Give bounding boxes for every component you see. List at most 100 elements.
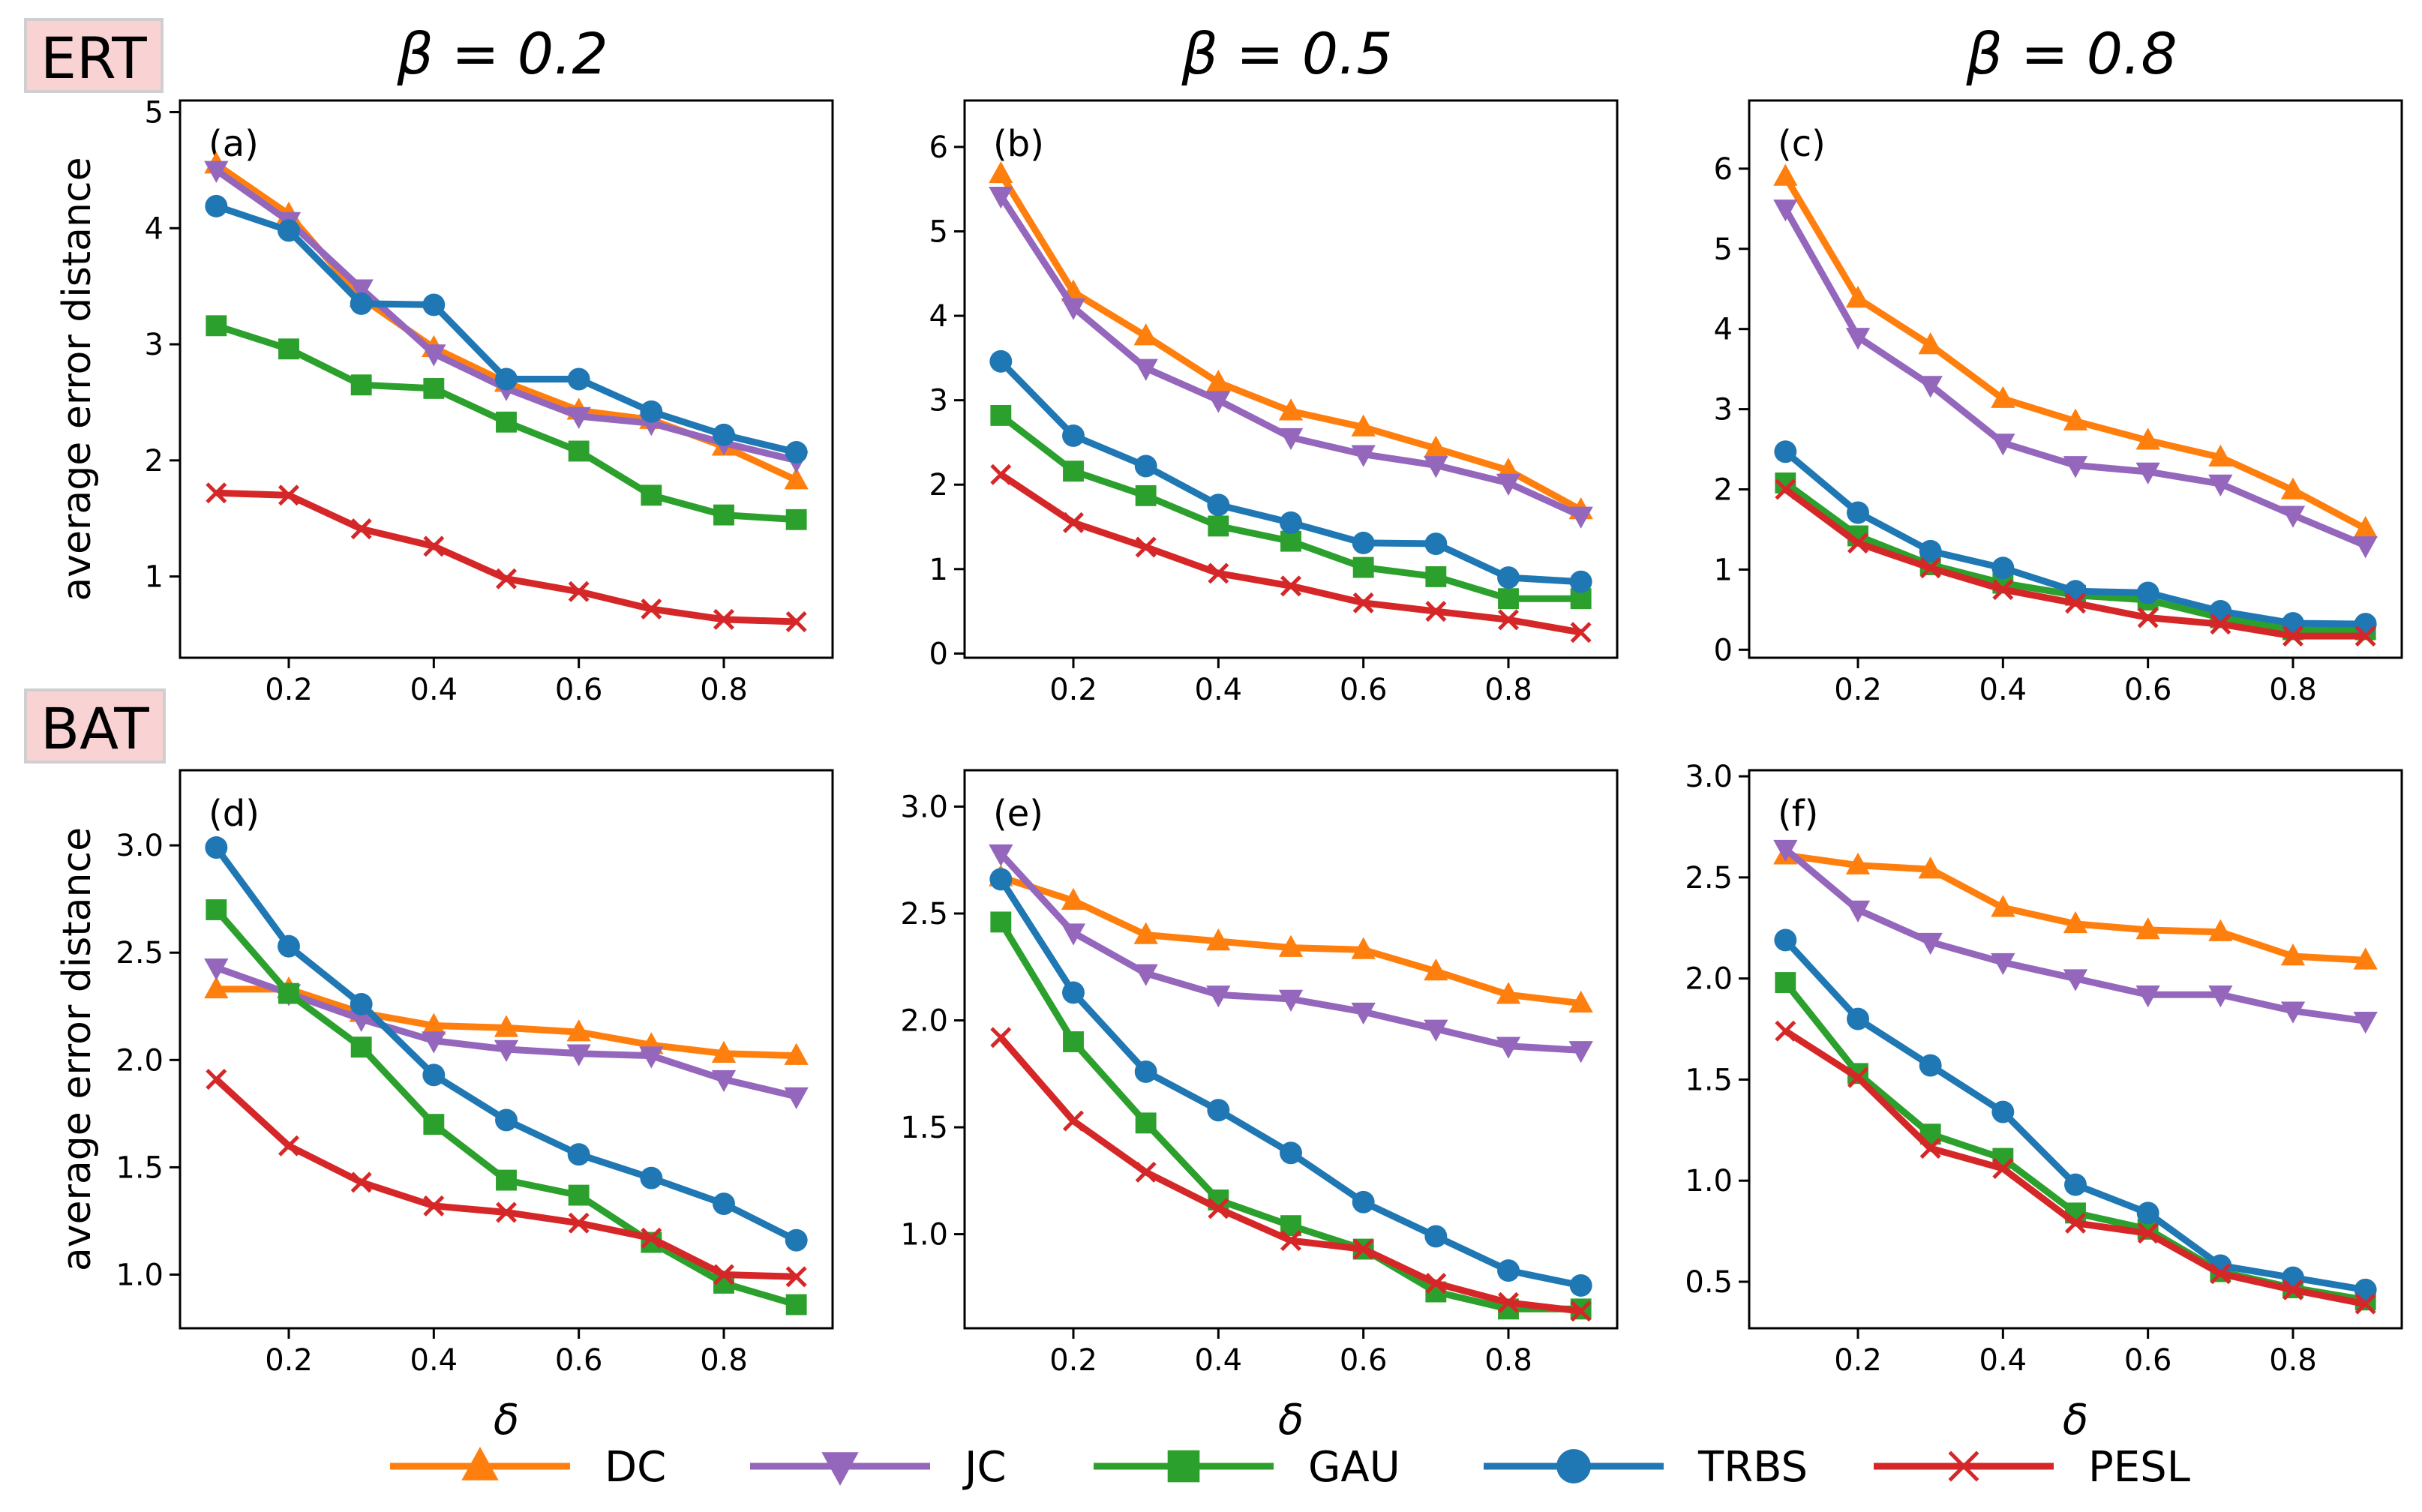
y-tick-label: 0 — [1714, 633, 1733, 668]
point-jc — [1424, 1019, 1448, 1042]
point-gau — [1208, 515, 1229, 537]
series-pesl — [990, 1027, 1592, 1322]
axes-frame — [179, 769, 834, 1330]
point-trbs — [1134, 454, 1157, 478]
point-trbs — [1424, 1225, 1448, 1248]
point-pesl — [2137, 607, 2159, 628]
point-jc — [2063, 456, 2088, 478]
point-trbs — [1280, 1142, 1302, 1165]
point-jc — [2353, 1012, 2378, 1034]
point-jc — [1568, 506, 1593, 529]
legend-entry-gau: GAU — [1094, 1443, 1400, 1492]
point-gau — [1775, 972, 1796, 993]
point-dc — [784, 1042, 809, 1065]
series-pesl — [1775, 478, 2376, 647]
point-trbs — [1991, 556, 2015, 580]
point-jc — [711, 1070, 737, 1093]
x-tick-label: 0.6 — [2124, 1343, 2172, 1378]
point-pesl — [2064, 1212, 2087, 1234]
series-pesl — [206, 482, 807, 633]
y-tick-label: 3 — [1714, 393, 1733, 428]
legend-label: JC — [962, 1443, 1007, 1492]
point-trbs — [1497, 1259, 1520, 1282]
y-tick-label: 1.5 — [1685, 1063, 1733, 1097]
point-jc — [1424, 456, 1448, 478]
point-dc — [1133, 323, 1158, 346]
point-pesl — [1992, 579, 2014, 601]
point-pesl — [1352, 1238, 1374, 1260]
y-tick-label: 1.5 — [900, 1111, 948, 1145]
point-jc — [1061, 923, 1086, 946]
x-tick-label: 0.4 — [1979, 1343, 2027, 1378]
point-jc — [1278, 428, 1304, 451]
point-dc — [566, 1019, 591, 1042]
y-tick-label: 6 — [1714, 152, 1733, 187]
point-jc — [494, 1040, 519, 1062]
point-pesl — [1352, 592, 1374, 614]
series-trbs — [989, 868, 1592, 1297]
axes-frame — [963, 769, 1619, 1330]
y-tick-label: 1.0 — [116, 1258, 164, 1292]
point-pesl — [1847, 532, 1869, 554]
point-dc — [422, 1012, 446, 1035]
y-tick-label: 6 — [929, 130, 948, 165]
series-dc — [1773, 164, 2378, 538]
point-gau — [1352, 556, 1374, 578]
point-gau — [568, 1184, 590, 1206]
point-gau — [206, 315, 227, 337]
point-dc — [2063, 408, 2088, 430]
point-jc — [1773, 200, 1798, 222]
line-dc — [1784, 851, 2366, 964]
point-jc — [2280, 1001, 2306, 1024]
panel-label: (e) — [993, 793, 1043, 835]
point-dc — [1351, 414, 1376, 436]
line-pesl — [998, 471, 1582, 636]
y-tick-label: 0 — [929, 637, 948, 671]
point-dc — [2353, 515, 2378, 538]
x-axis-label: δ — [1278, 1396, 1304, 1444]
point-trbs — [2209, 600, 2232, 622]
x-axis-label: δ — [494, 1396, 519, 1444]
point-pesl — [785, 611, 807, 633]
y-tick-label: 3.0 — [116, 829, 164, 863]
point-pesl — [2354, 1293, 2376, 1315]
point-trbs — [350, 992, 373, 1016]
point-trbs — [1207, 494, 1230, 517]
point-pesl — [423, 1195, 445, 1216]
point-dc — [1845, 852, 1871, 874]
y-tick-label: 2.0 — [900, 1004, 948, 1039]
point-dc — [1991, 386, 2015, 408]
point-pesl — [2354, 626, 2376, 647]
legend: DC JC GAU TRBS PESL — [390, 1443, 2190, 1492]
x-tick-label: 0.4 — [1979, 673, 2027, 707]
y-tick-label: 4 — [929, 299, 948, 334]
point-dc — [2135, 916, 2160, 940]
point-trbs — [1774, 928, 1797, 952]
point-jc — [2063, 969, 2088, 992]
point-dc — [711, 1040, 737, 1063]
point-trbs — [989, 350, 1013, 373]
x-tick-label: 0.8 — [700, 673, 748, 707]
point-jc — [1496, 1036, 1521, 1059]
legend-label: TRBS — [1697, 1443, 1808, 1492]
point-dc — [2208, 444, 2233, 466]
point-jc — [204, 958, 229, 981]
x-tick-label: 0.8 — [2269, 673, 2317, 707]
point-dc — [2063, 910, 2088, 934]
x-tick-label: 0.2 — [1049, 673, 1097, 707]
series-trbs — [989, 350, 1592, 593]
panel-f: 0.2 0.4 0.6 0.8 0.5 1.0 1.5 2.0 2.5 3.0 (f) — [1685, 760, 2403, 1378]
legend-label: PESL — [2088, 1443, 2190, 1492]
line-dc — [998, 172, 1583, 513]
y-tick-label: 4 — [145, 212, 164, 246]
point-dc — [2353, 947, 2378, 970]
point-gau — [641, 484, 662, 506]
point-jc — [1845, 328, 1871, 350]
point-jc — [1206, 391, 1231, 413]
point-pesl — [1919, 1138, 1941, 1160]
point-jc — [1773, 839, 1798, 862]
point-pesl — [568, 1212, 590, 1234]
legend-entry-pesl: PESL — [1874, 1443, 2190, 1492]
point-pesl — [1570, 1300, 1592, 1322]
